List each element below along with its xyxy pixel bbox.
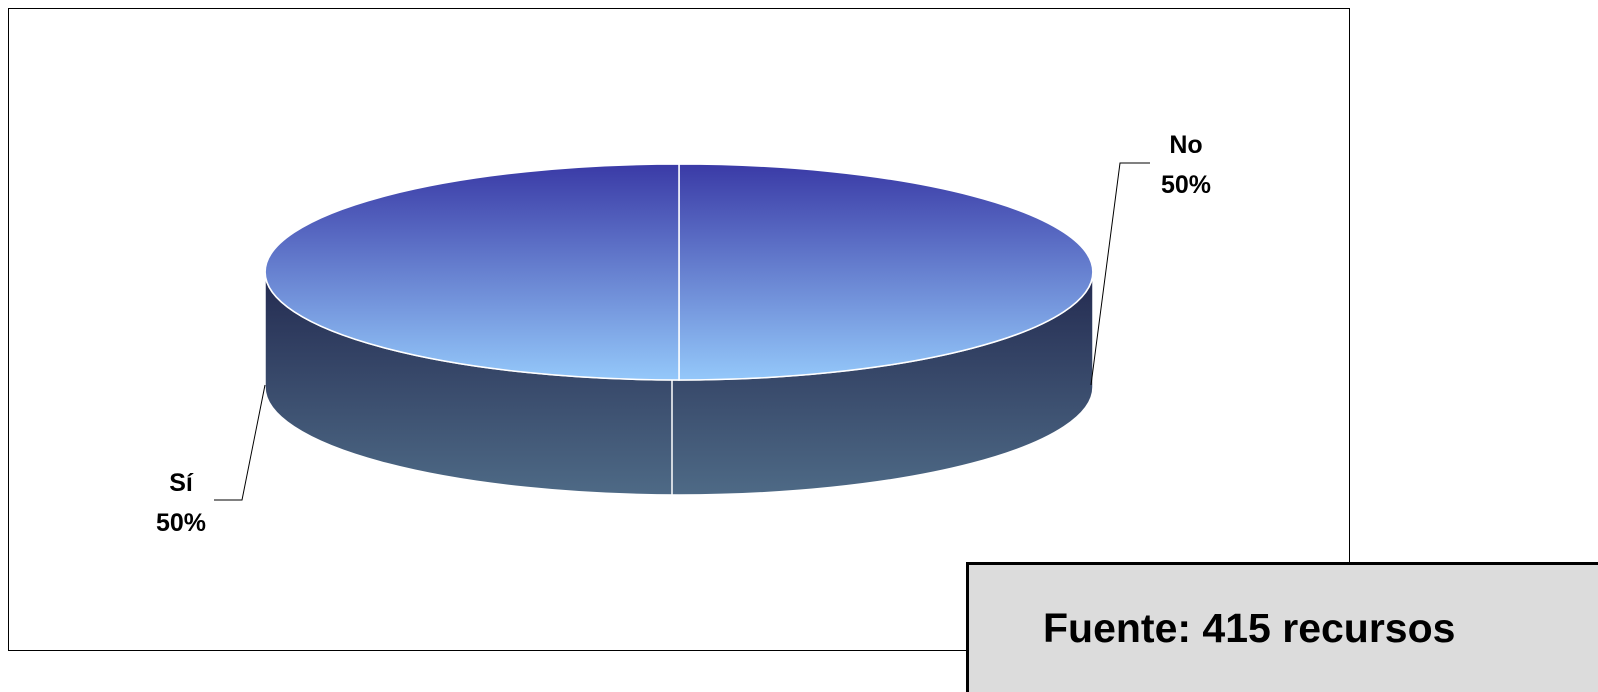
source-text: Fuente: 415 recursos — [1043, 605, 1456, 651]
slice-percent-no: 50% — [1161, 171, 1211, 199]
leader-line-no — [1090, 162, 1150, 386]
leader-line-sí — [214, 384, 266, 501]
slice-label-no: No — [1169, 131, 1202, 159]
pie-slice-sí — [264, 163, 680, 381]
pie-slice-no — [678, 163, 1094, 381]
slice-label-sí: Sí — [169, 469, 194, 497]
slice-percent-sí: 50% — [156, 509, 206, 537]
source-box: Fuente: 415 recursos — [966, 562, 1598, 692]
